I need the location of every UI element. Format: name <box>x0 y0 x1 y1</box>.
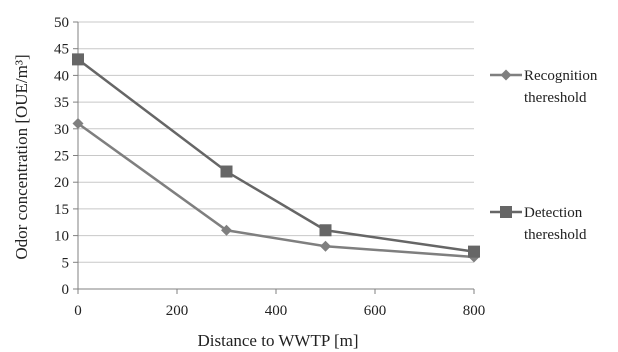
data-point <box>468 245 480 258</box>
y-tick-label: 30 <box>54 122 69 138</box>
y-tick-label: 10 <box>54 229 69 245</box>
data-point <box>221 224 232 236</box>
data-point <box>320 240 331 252</box>
y-tick-label: 50 <box>54 15 69 31</box>
series-line <box>77 122 475 259</box>
legend-label: Detection <box>524 205 583 221</box>
legend-label: thereshold <box>524 90 587 106</box>
axes <box>73 21 475 294</box>
y-tick-label: 0 <box>62 282 70 298</box>
data-point <box>72 117 84 129</box>
square-marker-icon <box>500 206 512 218</box>
y-tick-label: 15 <box>54 202 69 218</box>
legend-item: Detection thereshold <box>490 205 587 243</box>
grid-lines <box>78 21 474 263</box>
x-tick-labels: 0 200 400 600 800 <box>74 303 485 319</box>
legend-item: Recognition thereshold <box>490 68 598 106</box>
x-tick-label: 800 <box>463 303 486 319</box>
x-tick-label: 600 <box>364 303 387 319</box>
x-axis-title: Distance to WWTP [m] <box>198 331 359 350</box>
legend: Recognition thereshold Detection thereshold <box>490 68 598 243</box>
y-tick-label: 40 <box>54 68 69 84</box>
diamond-marker-icon <box>500 69 512 81</box>
series-layer <box>72 53 480 263</box>
y-tick-labels: 0 5 10 15 20 25 30 35 40 45 50 <box>54 15 69 298</box>
y-tick-label: 35 <box>54 95 69 111</box>
x-tick-label: 200 <box>166 303 189 319</box>
data-point <box>319 224 332 237</box>
data-point <box>220 165 233 178</box>
y-tick-label: 5 <box>62 255 70 271</box>
y-axis-title: Odor concentration [OUE/m³] <box>12 54 31 259</box>
legend-label: thereshold <box>524 227 587 243</box>
series-detection <box>72 53 480 258</box>
y-tick-label: 25 <box>54 149 69 165</box>
y-tick-label: 45 <box>54 42 69 58</box>
legend-label: Recognition <box>524 68 598 84</box>
data-point <box>72 53 84 66</box>
x-tick-label: 400 <box>265 303 288 319</box>
series-recognition <box>72 117 480 263</box>
x-tick-label: 0 <box>74 303 82 319</box>
y-tick-label: 20 <box>54 175 69 191</box>
series-line <box>77 58 475 253</box>
